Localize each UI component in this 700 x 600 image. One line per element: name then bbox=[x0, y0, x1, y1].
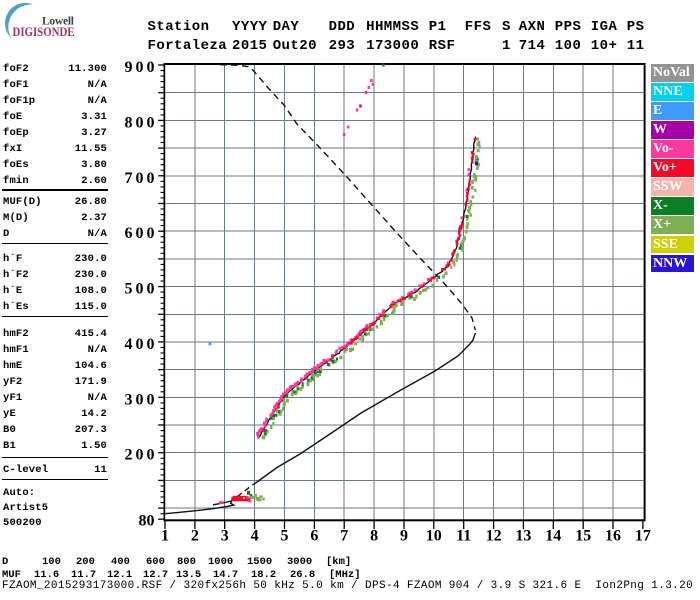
svg-text:2: 2 bbox=[191, 528, 199, 545]
svg-text:10: 10 bbox=[426, 528, 442, 545]
svg-text:800: 800 bbox=[125, 114, 155, 131]
svg-text:200: 200 bbox=[125, 447, 155, 464]
svg-text:7: 7 bbox=[340, 528, 348, 545]
svg-text:DIGISONDE: DIGISONDE bbox=[13, 24, 75, 39]
svg-text:14: 14 bbox=[545, 528, 561, 545]
svg-text:6: 6 bbox=[310, 528, 318, 545]
svg-text:12: 12 bbox=[486, 528, 502, 545]
svg-text:9: 9 bbox=[400, 528, 408, 545]
svg-text:Lowell: Lowell bbox=[42, 16, 74, 28]
svg-text:8: 8 bbox=[370, 528, 378, 545]
svg-text:300: 300 bbox=[125, 391, 155, 408]
svg-text:400: 400 bbox=[125, 336, 155, 353]
svg-text:11: 11 bbox=[456, 528, 471, 545]
svg-text:15: 15 bbox=[575, 528, 591, 545]
svg-text:17: 17 bbox=[635, 528, 651, 545]
svg-text:900: 900 bbox=[125, 59, 155, 76]
svg-text:80: 80 bbox=[139, 512, 155, 529]
svg-text:500: 500 bbox=[125, 281, 155, 298]
svg-text:1: 1 bbox=[161, 528, 169, 545]
svg-text:4: 4 bbox=[251, 528, 259, 545]
svg-text:16: 16 bbox=[605, 528, 621, 545]
svg-text:3: 3 bbox=[221, 528, 229, 545]
svg-text:700: 700 bbox=[125, 170, 155, 187]
svg-text:5: 5 bbox=[281, 528, 289, 545]
svg-text:600: 600 bbox=[125, 225, 155, 242]
svg-text:13: 13 bbox=[515, 528, 531, 545]
